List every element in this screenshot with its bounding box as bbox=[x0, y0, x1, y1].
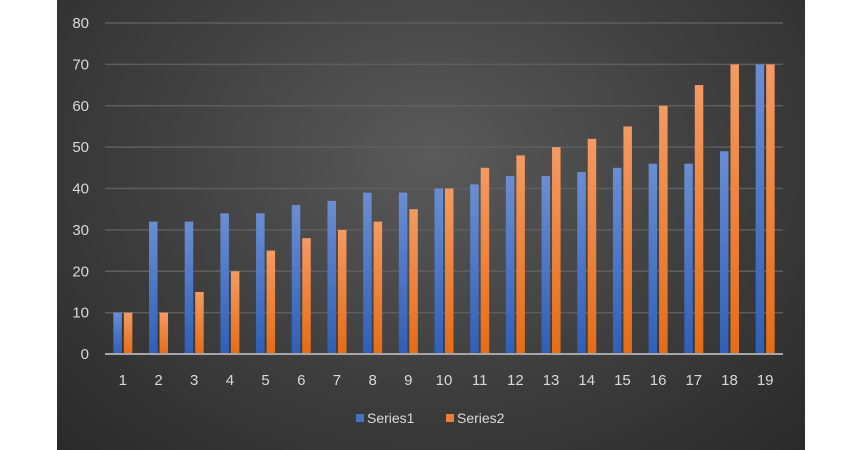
bar-series1 bbox=[541, 176, 551, 354]
x-tick-label: 3 bbox=[190, 372, 198, 389]
bar-series2 bbox=[694, 85, 704, 354]
x-tick-label: 14 bbox=[578, 372, 595, 389]
y-tick-label: 0 bbox=[81, 346, 89, 363]
bar-series1 bbox=[719, 151, 729, 354]
y-tick-label: 20 bbox=[72, 263, 89, 280]
bar-series2 bbox=[766, 64, 775, 354]
bar-series2 bbox=[623, 126, 632, 354]
y-tick-label: 30 bbox=[72, 222, 89, 239]
x-tick-label: 1 bbox=[119, 372, 127, 389]
bar-series2 bbox=[659, 105, 668, 354]
bar-series2 bbox=[587, 138, 597, 354]
bar-series2 bbox=[730, 64, 739, 354]
bar-series2 bbox=[409, 209, 418, 354]
bar-series2 bbox=[373, 221, 383, 354]
bar-series2 bbox=[445, 188, 454, 354]
bar-series1 bbox=[256, 213, 265, 354]
bar-series2 bbox=[230, 271, 240, 354]
bar-series2 bbox=[266, 250, 276, 354]
y-tick-label: 40 bbox=[72, 181, 89, 198]
y-tick-label: 50 bbox=[72, 139, 89, 156]
bar-series2 bbox=[480, 167, 490, 354]
x-tick-label: 8 bbox=[368, 372, 376, 389]
bar-series1 bbox=[755, 64, 765, 354]
x-tick-label: 6 bbox=[297, 372, 305, 389]
x-tick-label: 17 bbox=[685, 372, 702, 389]
x-tick-label: 18 bbox=[721, 372, 738, 389]
x-tick-label: 11 bbox=[472, 372, 488, 389]
bar-series1 bbox=[470, 184, 479, 354]
bar-series1 bbox=[684, 163, 693, 354]
bar-series1 bbox=[220, 213, 229, 354]
bar-series1 bbox=[612, 167, 622, 354]
y-tick-label: 80 bbox=[72, 15, 89, 32]
legend-label: Series2 bbox=[457, 410, 505, 426]
x-tick-label: 15 bbox=[614, 372, 631, 389]
bar-series1 bbox=[291, 205, 301, 354]
bar-series1 bbox=[398, 192, 408, 354]
bar-series1 bbox=[363, 192, 372, 354]
x-tick-label: 13 bbox=[543, 372, 560, 389]
bar-series1 bbox=[327, 200, 336, 354]
bar-series1 bbox=[434, 188, 443, 354]
bar-series2 bbox=[552, 147, 561, 354]
x-tick-label: 7 bbox=[333, 372, 341, 389]
bar-series2 bbox=[195, 291, 204, 354]
x-tick-label: 2 bbox=[154, 372, 162, 389]
chart-area bbox=[57, 0, 805, 450]
x-tick-label: 5 bbox=[261, 372, 269, 389]
x-tick-label: 4 bbox=[226, 372, 234, 389]
bar-series1 bbox=[505, 176, 515, 354]
bar-series2 bbox=[123, 312, 133, 354]
bar-series2 bbox=[159, 312, 169, 354]
y-tick-label: 70 bbox=[72, 56, 89, 73]
bar-series2 bbox=[302, 238, 311, 354]
x-tick-label: 19 bbox=[757, 372, 774, 389]
legend-label: Series1 bbox=[367, 410, 415, 426]
bar-series2 bbox=[337, 229, 347, 354]
y-tick-label: 10 bbox=[72, 305, 89, 322]
legend-swatch-series1 bbox=[356, 414, 364, 422]
x-tick-label: 9 bbox=[404, 372, 412, 389]
bar-series1 bbox=[648, 163, 658, 354]
x-tick-label: 12 bbox=[507, 372, 524, 389]
legend-swatch-series2 bbox=[446, 414, 454, 422]
y-tick-label: 60 bbox=[72, 98, 89, 115]
bar-series2 bbox=[516, 155, 525, 354]
bar-series1 bbox=[113, 312, 122, 354]
bar-series1 bbox=[184, 221, 194, 354]
bar-series1 bbox=[149, 221, 158, 354]
bar-series1 bbox=[577, 171, 586, 354]
x-tick-label: 10 bbox=[436, 372, 453, 389]
x-tick-label: 16 bbox=[650, 372, 667, 389]
